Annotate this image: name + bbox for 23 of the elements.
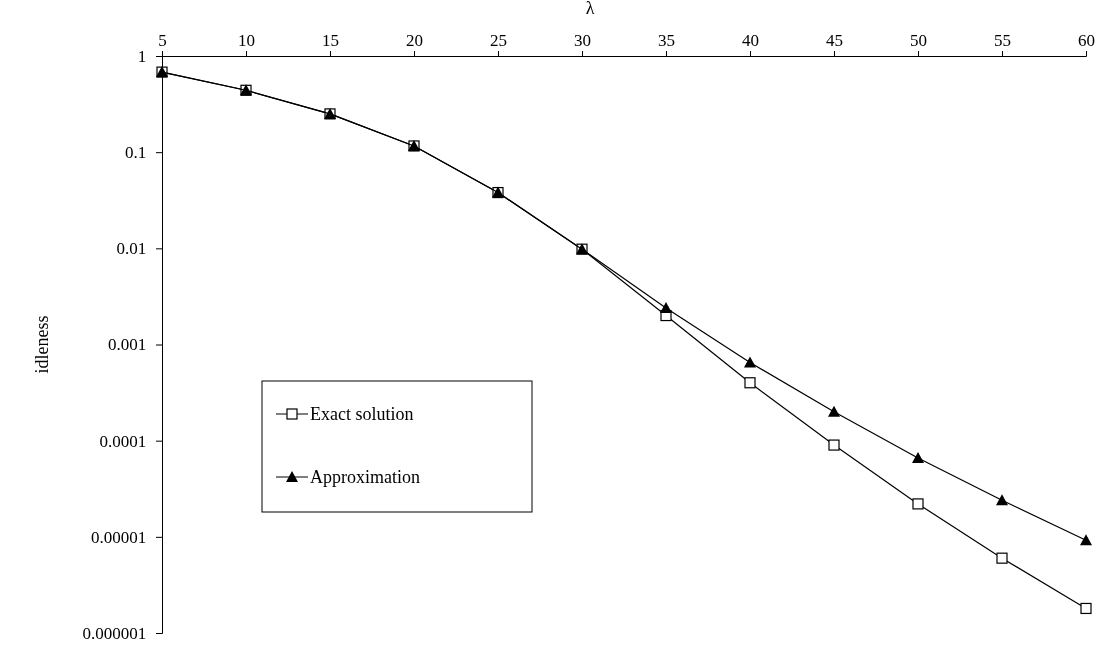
x-tick-label: 55 — [994, 31, 1011, 51]
y-axis-title: idleness — [32, 315, 52, 374]
x-axis-title: λ — [585, 0, 595, 18]
legend-label: Approximation — [310, 467, 420, 487]
x-tick-label: 5 — [158, 31, 167, 51]
x-tick-label: 30 — [574, 31, 591, 51]
y-tick-label: 0.1 — [124, 143, 147, 163]
x-tick-label: 20 — [406, 31, 423, 51]
x-tick-label: 40 — [742, 31, 759, 51]
legend-label: Exact solution — [310, 404, 414, 424]
y-tick-label: 1 — [137, 46, 147, 66]
x-tick-label: 15 — [322, 31, 339, 51]
y-tick-label: 0.000001 — [82, 623, 147, 643]
x-tick-label: 50 — [910, 31, 927, 51]
y-tick-label: 0.00001 — [90, 527, 147, 547]
x-tick-label: 35 — [658, 31, 675, 51]
x-tick-label: 45 — [826, 31, 843, 51]
y-tick-label: 0.001 — [107, 335, 147, 355]
y-tick-label: 0.01 — [116, 239, 147, 259]
x-tick-label: 60 — [1078, 31, 1095, 51]
x-tick-label: 25 — [490, 31, 507, 51]
x-tick-label: 10 — [238, 31, 255, 51]
y-tick-label: 0.0001 — [99, 431, 147, 451]
